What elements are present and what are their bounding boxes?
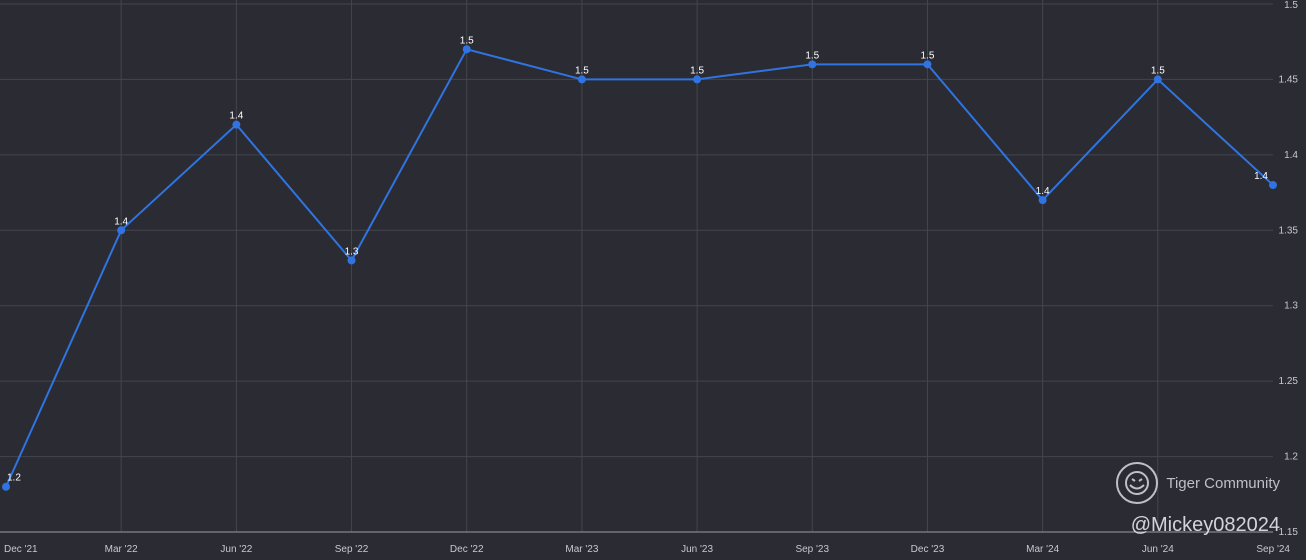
data-label: 1.4 — [1254, 171, 1268, 182]
y-tick-label: 1.25 — [1279, 376, 1299, 387]
y-tick-label: 1.45 — [1279, 74, 1299, 85]
data-point — [693, 75, 702, 84]
data-point — [2, 482, 10, 491]
data-point — [1153, 75, 1162, 84]
data-label: 1.5 — [690, 65, 704, 76]
y-tick-label: 1.4 — [1284, 150, 1298, 161]
data-label: 1.2 — [7, 473, 21, 484]
chart-points — [2, 45, 1277, 491]
data-label: 1.4 — [229, 111, 243, 122]
data-point — [577, 75, 586, 84]
tiger-logo-icon — [1116, 462, 1159, 504]
data-point — [347, 256, 356, 265]
x-tick-label: Mar '22 — [105, 544, 138, 555]
x-tick-label: Mar '23 — [565, 544, 598, 555]
watermark: Tiger Community — [1116, 462, 1280, 504]
data-point — [232, 120, 241, 129]
data-label: 1.4 — [114, 216, 128, 227]
data-point — [117, 226, 126, 235]
x-tick-label: Jun '24 — [1142, 544, 1174, 555]
y-tick-label: 1.3 — [1284, 301, 1298, 312]
watermark-brand: Tiger Community — [1166, 474, 1280, 492]
x-tick-label: Sep '22 — [335, 544, 369, 555]
x-tick-label: Jun '23 — [681, 544, 713, 555]
y-tick-label: 1.2 — [1284, 452, 1298, 463]
x-tick-label: Sep '24 — [1256, 544, 1290, 555]
data-label: 1.5 — [805, 50, 819, 61]
data-label: 1.5 — [1151, 65, 1165, 76]
data-label: 1.3 — [345, 246, 359, 257]
data-label: 1.5 — [921, 50, 935, 61]
data-point — [462, 45, 471, 54]
series-line — [5, 48, 1274, 488]
data-point — [923, 60, 932, 69]
y-tick-label: 1.35 — [1279, 225, 1299, 236]
x-tick-label: Mar '24 — [1026, 544, 1059, 555]
y-tick-label: 1.15 — [1279, 527, 1299, 538]
x-tick-label: Dec '23 — [911, 544, 945, 555]
data-point — [1038, 196, 1047, 205]
x-axis-ticks: Dec '21 Mar '22 Jun '22 Sep '22 Dec '22 Mar '… — [4, 544, 1290, 555]
watermark-handle: @Mickey082024 — [1130, 514, 1280, 536]
x-tick-label: Jun '22 — [220, 544, 252, 555]
x-tick-label: Dec '22 — [450, 544, 484, 555]
x-tick-label: Sep '23 — [795, 544, 829, 555]
data-labels: 1.2 1.4 1.4 1.3 1.5 1.5 1.5 1.5 1.5 1.4 1.5 1.4 — [7, 35, 1268, 483]
data-label: 1.4 — [1036, 186, 1050, 197]
data-point — [808, 60, 817, 69]
y-axis-ticks: 1.15 1.2 1.25 1.3 1.35 1.4 1.45 1.5 — [1279, 0, 1299, 538]
data-point — [1269, 181, 1277, 190]
chart-series — [5, 48, 1274, 488]
x-tick-label: Dec '21 — [4, 544, 38, 555]
data-label: 1.5 — [460, 35, 474, 46]
y-tick-label: 1.5 — [1284, 0, 1298, 11]
data-label: 1.5 — [575, 65, 589, 76]
